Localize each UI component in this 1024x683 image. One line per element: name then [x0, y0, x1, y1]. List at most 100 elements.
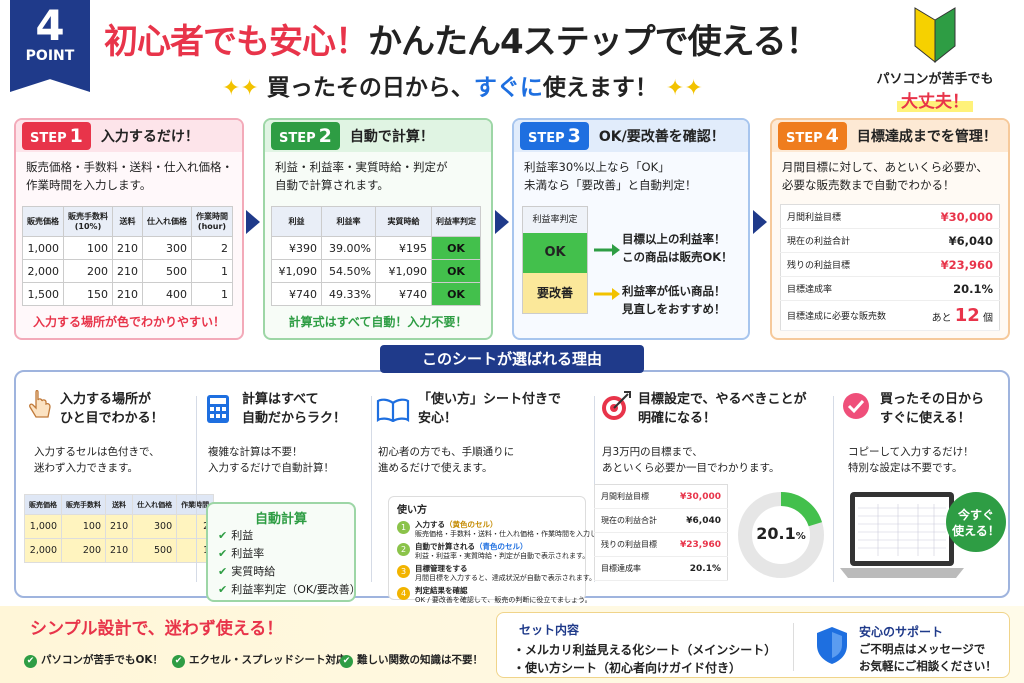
- table-row: 月間利益目標 ¥30,000: [594, 484, 728, 509]
- check-icon: ✔: [218, 547, 228, 560]
- arrow-right-icon: [753, 210, 767, 234]
- pointing-hand-icon: [29, 390, 51, 418]
- step-2-footer: 計算式はすべて自動！入力不要！: [288, 315, 468, 329]
- table-row: ¥390 39.00% ¥195 OK: [271, 236, 481, 260]
- reason-2: 計算はすべて 自動だからラク！ 複雑な計算は不要！ 入力するだけで自動計算！ 自動計…: [16, 384, 376, 602]
- table-row: 現在の利益合計 ¥6,040: [780, 228, 1000, 253]
- step-1-card: STEP 1 入力するだけ！ 販売価格・手数料・送料・仕入れ価格・ 作業時間を入力しま…: [14, 118, 244, 340]
- open-book-icon: [376, 398, 410, 422]
- support-line2: お気軽にご相談ください！: [859, 659, 997, 673]
- auto-calc-box: 自動計算 ✔ 利益 ✔ 利益率 ✔ 実質時給 ✔ 利益率判定（OK/要改善）: [206, 502, 361, 602]
- step-2-card: STEP 2 自動で計算！ 利益・利益率・実質時給・判定が 自動で計算されます。 利益…: [263, 118, 493, 340]
- ng-message: 利益率が低い商品！ 見直しをおすすめ！: [622, 284, 726, 316]
- arrow-right-icon: [246, 210, 260, 234]
- set-item: ・使い方シート（初心者向けガイド付き）: [513, 661, 742, 675]
- reason-5: 買ったその日から すぐに使える！ コピーして入力するだけ！ 特別な設定は不要です。 …: [16, 384, 1012, 594]
- reason-1-title: 入力する場所が ひと目でわかる！: [60, 392, 164, 426]
- reason-4: 目標設定で、やるべきことが 明確になる！ 月3万円の目標まで、 あといくら必要か一目…: [16, 384, 836, 594]
- feature-bullet: ✔ 難しい関数の知識は不要！: [340, 652, 483, 668]
- judge-column: 利益率判定 OK 要改善: [522, 206, 588, 314]
- beginner-line2: 大丈夫！: [897, 87, 973, 112]
- table-row: 目標達成率 20.1%: [780, 276, 1000, 301]
- reason-4-title: 目標設定で、やるべきことが 明確になる！: [638, 392, 807, 426]
- auto-calc-title: 自動計算: [254, 512, 307, 527]
- support-line1: ご不明点はメッセージで: [859, 642, 986, 656]
- table-row: ¥1,090 54.50% ¥1,090 OK: [271, 259, 481, 283]
- feature-bullet: ✔ エクセル・スプレッドシート対応: [172, 652, 347, 668]
- table-header: 利益率: [321, 206, 376, 237]
- reason-4-table: 月間利益目標 ¥30,000 現在の利益合計 ¥6,040 残りの利益目標 ¥23,9…: [594, 484, 728, 581]
- calculator-icon: [207, 395, 229, 423]
- simple-heading: シンプル設計で、迷わず使える！: [30, 619, 284, 639]
- sparkle-icon: ✦✦: [222, 76, 259, 101]
- guide-title: 使い方: [397, 505, 427, 516]
- beginner-leaf-icon: [914, 7, 956, 64]
- reason-2-desc: 複雑な計算は不要！ 入力するだけで自動計算！: [208, 446, 334, 474]
- table-header: 利益: [271, 206, 322, 237]
- divider: [793, 623, 794, 671]
- table-row: 残りの利益目標 ¥23,960: [780, 252, 1000, 277]
- list-item: ✔ 利益率判定（OK/要改善）: [218, 583, 361, 596]
- reason-4-desc: 月3万円の目標まで、 あといくら必要か一目でわかります。: [602, 446, 780, 474]
- step-1-footer: 入力する場所が色でわかりやすい！: [32, 315, 225, 329]
- point-badge: 4 POINT: [10, 0, 90, 92]
- reasons-panel: 入力する場所が ひと目でわかる！ 入力するセルは色付きで、 迷わず入力できます。 販…: [14, 370, 1012, 604]
- divider: [196, 396, 197, 582]
- table-header: 仕入れ価格: [142, 206, 192, 237]
- table-row: 月間利益目標 ¥30,000: [780, 204, 1000, 229]
- set-contents-box: セット内容 ・メルカリ利益見える化シート（メインシート） ・使い方シート（初心者…: [496, 612, 1010, 678]
- subtitle-a: 買ったその日から、: [266, 75, 474, 101]
- badge-number: 4: [35, 1, 65, 50]
- reason-1-desc: 入力するセルは色付きで、 迷わず入力できます。: [34, 446, 160, 474]
- set-item: ・メルカリ利益見える化シート（メインシート）: [513, 643, 777, 657]
- page-subtitle: ✦✦ 買ったその日から、すぐに使えます！ ✦✦: [222, 68, 703, 102]
- support-title: 安心のサポート: [859, 625, 944, 639]
- check-icon: ✔: [218, 529, 228, 542]
- reason-1: 入力する場所が ひと目でわかる！ 入力するセルは色付きで、 迷わず入力できます。 販…: [16, 384, 215, 594]
- step-3-desc: 利益率30%以上なら「OK」 未満なら「要改善」と自動判定！: [524, 160, 697, 192]
- set-title: セット内容: [519, 623, 580, 637]
- check-icon: ✔: [218, 583, 228, 596]
- step-2-tag: STEP 2: [271, 122, 340, 150]
- reason-3-desc: 初心者の方でも、手順通りに 進めるだけで使えます。: [378, 446, 515, 474]
- step-1-tag: STEP 1: [22, 122, 91, 150]
- step-4-card: STEP 4 目標達成までを管理！ 月間目標に対して、あといくら必要か、 必要な販売数…: [770, 118, 1010, 340]
- step-3-tag: STEP 3: [520, 122, 589, 150]
- divider: [371, 396, 372, 582]
- title-red: 初心者でも安心！: [104, 22, 369, 62]
- progress-donut: [738, 492, 824, 578]
- guide-preview: 使い方 1 入力する（黄色のセル） 販売価格・手数料・送料・仕入れ価格・作業時間を入…: [388, 496, 617, 604]
- table-header: 作業時間 (hour): [191, 206, 233, 237]
- beginner-mark: パソコンが苦手でも 大丈夫！: [860, 6, 1010, 112]
- check-circle-icon: [843, 393, 869, 419]
- list-item: ✔ 実質時給: [218, 565, 276, 578]
- subtitle-c: 使えます！: [542, 75, 658, 101]
- table-row: 残りの利益目標 ¥23,960: [594, 532, 728, 557]
- table-header: 販売価格: [22, 206, 64, 237]
- step-1-table: 販売価格 販売手数料 (10%) 送料 仕入れ価格 作業時間 (hour) 1,000 1…: [22, 206, 233, 306]
- ok-message: 目標以上の利益率！ この商品は販売OK！: [622, 232, 733, 264]
- laptop-icon: [840, 492, 964, 578]
- list-item: ✔ 利益率: [218, 547, 265, 560]
- list-item: ✔ 利益: [218, 529, 254, 542]
- table-row: 目標達成率 20.1%: [594, 556, 728, 581]
- step-4-title: 目標達成までを管理！: [856, 129, 997, 145]
- check-icon: ✔: [218, 565, 228, 578]
- sparkle-icon: ✦✦: [665, 76, 703, 101]
- target-icon: [602, 391, 631, 420]
- table-row: 目標達成に必要な販売数 あと 12 個: [780, 300, 1000, 331]
- step-2-title: 自動で計算！: [349, 129, 434, 145]
- arrow-right-icon: [594, 244, 620, 300]
- table-header: 送料: [112, 206, 143, 237]
- subtitle-b: すぐに: [473, 75, 543, 101]
- step-4-table: 月間利益目標 ¥30,000 現在の利益合計 ¥6,040 残りの利益目標 ¥23,9…: [780, 204, 1000, 331]
- reasons-title: このシートが選ばれる理由: [380, 345, 644, 373]
- reason-2-title: 計算はすべて 自動だからラク！: [242, 392, 347, 426]
- step-3-card: STEP 3 OK/要改善を確認！ 利益率30%以上なら「OK」 未満なら「要改善」と…: [512, 118, 750, 340]
- list-item: 4 判定結果を確認 OK / 要改善を確認して、販売の判断に役立てましょう。: [389, 586, 592, 608]
- beginner-line1: パソコンが苦手でも: [876, 72, 994, 87]
- table-header: 販売手数料 (10%): [63, 206, 113, 237]
- judge-ng: 要改善: [523, 273, 587, 313]
- list-item: 1 入力する（黄色のセル） 販売価格・手数料・送料・仕入れ価格・作業時間を入力します…: [389, 520, 617, 542]
